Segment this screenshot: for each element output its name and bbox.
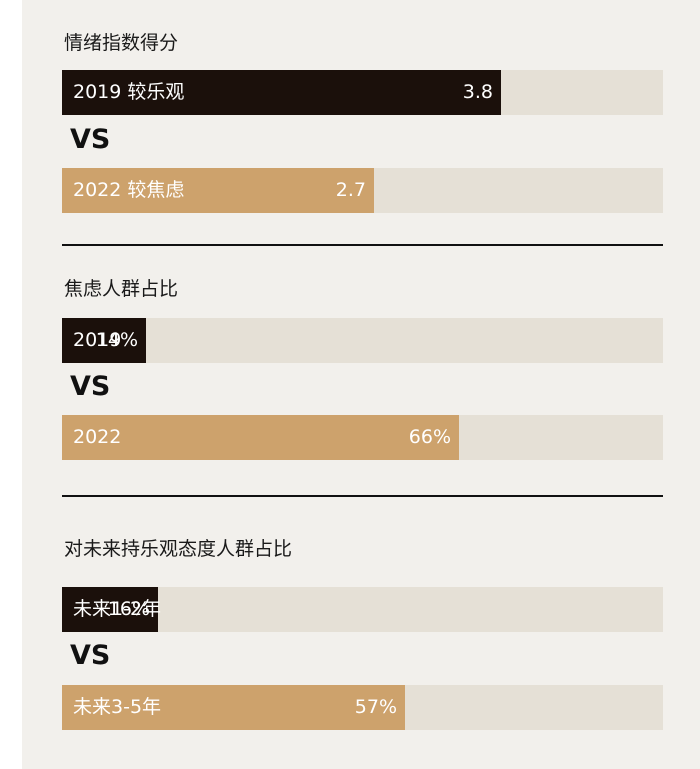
section-title-optimism: 对未来持乐观态度人群占比 [64,538,293,560]
bar-2022-mood [62,168,374,213]
bar-value: 3.8 [462,81,493,103]
bar-label: 2022 [73,426,122,448]
section-divider [62,244,663,246]
bar-label: 2022 较焦虑 [73,179,185,201]
bar-value: 16% [107,598,150,620]
bar-track: 2022 66% [62,415,663,460]
chart-panel [22,0,700,769]
bar-3-5-years [62,685,405,730]
section-title-mood: 情绪指数得分 [64,32,179,54]
vs-label: VS [70,124,111,155]
section-divider [62,495,663,497]
bar-label: 未来1-2年 [73,598,162,620]
bar-track: 未来1-2年 16% [62,587,663,632]
bar-value: 57% [354,696,397,718]
bar-value: 14% [95,329,138,351]
bar-label: 2019 较乐观 [73,81,185,103]
bar-label: 未来3-5年 [73,696,162,718]
bar-value: 2.7 [335,179,366,201]
bar-label: 2019 [73,329,122,351]
bar-track: 2019 较乐观 3.8 [62,70,663,115]
section-title-anxiety: 焦虑人群占比 [64,278,179,300]
bar-track: 未来3-5年 57% [62,685,663,730]
bar-2022-anxiety [62,415,459,460]
bar-value: 66% [408,426,451,448]
bar-1-2-years [62,587,158,632]
vs-label: VS [70,371,111,402]
bar-2019-mood [62,70,501,115]
bar-track: 2022 较焦虑 2.7 [62,168,663,213]
vs-label: VS [70,640,111,671]
bar-2019-anxiety [62,318,146,363]
bar-track: 2019 14% [62,318,663,363]
